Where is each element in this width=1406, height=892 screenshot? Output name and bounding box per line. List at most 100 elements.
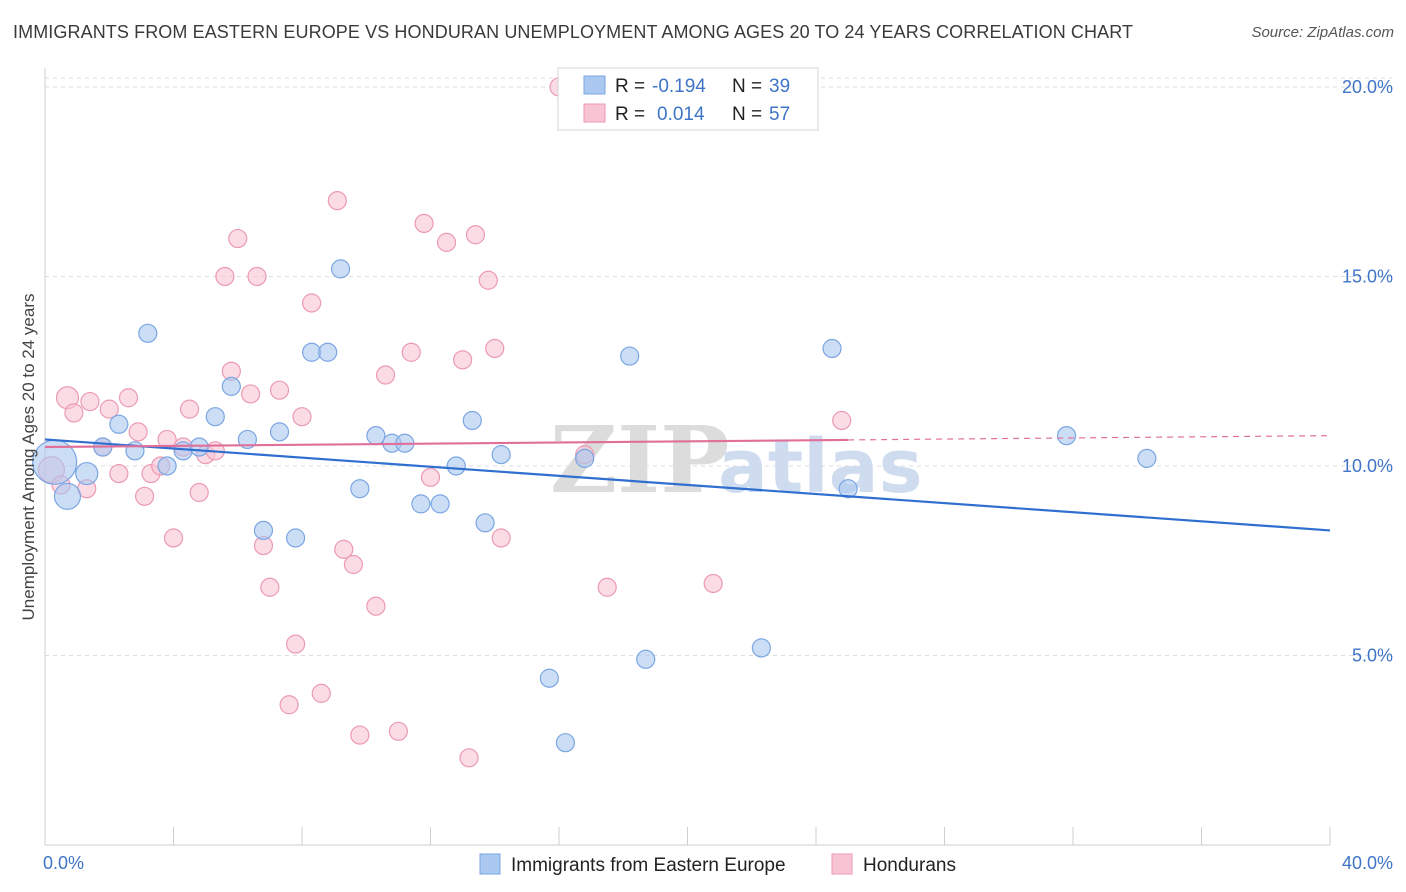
point-hondurans <box>302 293 322 313</box>
point-hondurans <box>478 270 498 290</box>
point-hondurans <box>703 573 723 594</box>
point-hondurans <box>260 577 280 597</box>
point-eastern-europe <box>462 410 482 431</box>
bottom-legend-swatch-eastern-europe <box>479 853 501 875</box>
point-eastern-europe <box>189 437 209 457</box>
point-hondurans <box>388 721 408 741</box>
point-eastern-europe <box>318 342 338 362</box>
point-eastern-europe <box>1137 448 1157 468</box>
point-hondurans <box>64 403 84 423</box>
point-eastern-europe <box>53 482 82 510</box>
x-tick-label-min: 0.0% <box>43 853 84 873</box>
point-eastern-europe <box>253 520 274 541</box>
legend-r-label-1: R = <box>615 76 645 97</box>
point-hondurans <box>491 528 511 548</box>
trend-line-hondurans <box>44 438 849 449</box>
point-hondurans <box>453 350 473 370</box>
point-eastern-europe <box>620 346 640 366</box>
trend-line-eastern-europe <box>44 438 1331 532</box>
point-eastern-europe <box>157 456 177 476</box>
point-eastern-europe <box>350 479 370 499</box>
point-eastern-europe <box>446 456 466 476</box>
point-eastern-europe <box>330 259 351 279</box>
legend-r-value-1: -0.194 <box>652 76 706 97</box>
point-eastern-europe <box>221 376 241 396</box>
point-hondurans <box>366 596 386 616</box>
point-eastern-europe <box>237 429 257 450</box>
point-hondurans <box>436 232 457 252</box>
point-eastern-europe <box>751 638 771 658</box>
point-hondurans <box>334 539 354 559</box>
point-eastern-europe <box>822 338 842 359</box>
point-hondurans <box>228 228 248 249</box>
point-hondurans <box>99 399 119 419</box>
point-eastern-europe <box>205 407 225 427</box>
point-hondurans <box>189 482 209 503</box>
legend-n-value-1: 39 <box>769 76 790 97</box>
y-tick-label: 5.0% <box>1352 645 1393 665</box>
y-tick-label: 15.0% <box>1342 266 1393 286</box>
chart-title: IMMIGRANTS FROM EASTERN EUROPE VS HONDUR… <box>13 22 1134 42</box>
point-hondurans <box>163 528 184 548</box>
point-hondurans <box>292 407 312 427</box>
point-eastern-europe <box>75 461 99 486</box>
point-hondurans <box>279 695 299 715</box>
scatter-points <box>32 77 1157 768</box>
point-hondurans <box>832 410 852 431</box>
point-eastern-europe <box>539 668 559 688</box>
point-eastern-europe <box>411 494 431 514</box>
legend-swatch-hondurans <box>583 103 606 123</box>
point-hondurans <box>350 725 370 745</box>
point-hondurans <box>134 486 155 506</box>
stats-legend: R = -0.194 N = 39 R = 0.014 N = 57 <box>557 67 819 131</box>
point-eastern-europe <box>173 441 193 461</box>
point-hondurans <box>401 342 421 362</box>
legend-n-value-2: 57 <box>769 104 790 125</box>
point-hondurans <box>343 554 363 575</box>
point-hondurans <box>285 634 306 654</box>
point-eastern-europe <box>366 426 386 446</box>
legend-r-value-2: 0.014 <box>657 104 705 125</box>
watermark: ZIP atlas <box>550 406 923 514</box>
series-eastern-europe <box>32 259 1157 753</box>
x-tick-label-max: 40.0% <box>1342 853 1393 873</box>
legend-swatch-eastern-europe <box>583 75 606 95</box>
point-hondurans <box>459 748 479 768</box>
point-eastern-europe <box>269 422 290 442</box>
point-eastern-europe <box>475 513 495 533</box>
point-eastern-europe <box>555 733 576 753</box>
grid-lines <box>45 77 1392 656</box>
y-axis-title: Unemployment Among Ages 20 to 24 years <box>19 294 38 621</box>
point-hondurans <box>109 463 129 484</box>
point-hondurans <box>465 225 486 245</box>
point-eastern-europe <box>138 323 158 343</box>
point-eastern-europe <box>838 479 858 499</box>
point-hondurans <box>215 266 235 287</box>
point-hondurans <box>241 384 261 404</box>
source-label: Source: ZipAtlas.com <box>1251 24 1394 41</box>
point-hondurans <box>269 380 290 400</box>
legend-n-label-1: N = <box>732 76 762 97</box>
legend-r-label-2: R = <box>615 104 645 125</box>
bottom-legend-label-eastern-europe: Immigrants from Eastern Europe <box>511 855 786 876</box>
point-hondurans <box>247 266 267 287</box>
point-hondurans <box>597 577 617 597</box>
bottom-legend-label-hondurans: Hondurans <box>863 855 956 876</box>
point-hondurans <box>414 213 434 233</box>
point-hondurans <box>327 191 347 211</box>
point-eastern-europe <box>575 448 595 468</box>
point-hondurans <box>179 399 200 419</box>
point-eastern-europe <box>302 342 322 362</box>
point-hondurans <box>311 683 331 703</box>
point-eastern-europe <box>1056 426 1077 446</box>
watermark-atlas: atlas <box>718 424 923 510</box>
trend-lines <box>44 435 1331 532</box>
point-eastern-europe <box>430 494 450 514</box>
y-tick-label: 10.0% <box>1342 456 1393 476</box>
bottom-legend-swatch-hondurans <box>831 853 853 875</box>
point-eastern-europe <box>285 528 306 548</box>
point-eastern-europe <box>109 414 129 434</box>
legend-n-label-2: N = <box>732 104 762 125</box>
point-hondurans <box>80 391 100 412</box>
